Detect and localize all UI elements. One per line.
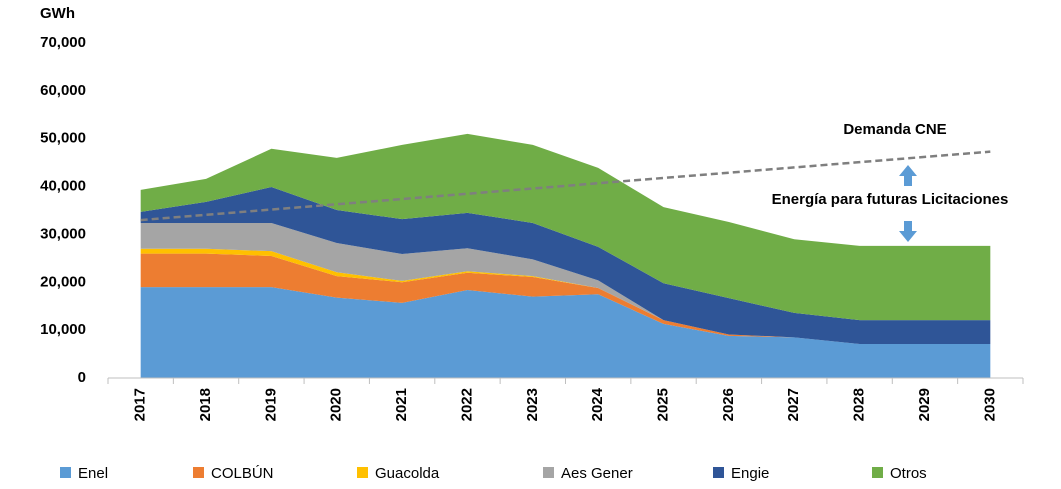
legend-label: COLBÚN: [211, 465, 274, 482]
x-tick-label: 2020: [328, 388, 345, 421]
y-tick-label: 30,000: [40, 225, 86, 242]
x-tick-label: 2030: [981, 388, 998, 421]
area: [140, 133, 991, 321]
legend-swatch: [60, 467, 71, 478]
y-unit: GWh: [40, 5, 75, 22]
legend-label: Enel: [78, 465, 108, 482]
x-tick-label: 2026: [720, 388, 737, 421]
legend-swatch: [872, 467, 883, 478]
x-tick-label: 2018: [197, 388, 214, 421]
x-tick-label: 2017: [132, 388, 149, 421]
x-tick-label: 2019: [262, 388, 279, 421]
area: [140, 187, 991, 345]
demand-line: [140, 150, 991, 222]
y-tick-label: 10,000: [40, 321, 86, 338]
x-tick-label: 2022: [458, 388, 475, 421]
x-tick-label: 2028: [851, 388, 868, 421]
x-tick-label: 2025: [655, 388, 672, 421]
legend-label: Aes Gener: [561, 465, 633, 482]
y-tick-label: 40,000: [40, 178, 86, 195]
legend-label: Guacolda: [375, 465, 440, 482]
x-tick-label: 2023: [524, 388, 541, 421]
legend-label: Engie: [731, 465, 769, 482]
legend-swatch: [543, 467, 554, 478]
x-tick-label: 2024: [589, 387, 606, 421]
legend-swatch: [357, 467, 368, 478]
y-tick-label: 20,000: [40, 273, 86, 290]
annotation: Energía para futuras Licitaciones: [772, 191, 1009, 208]
area: [140, 222, 991, 345]
up-arrow: [899, 165, 917, 186]
x-tick-label: 2021: [393, 388, 410, 421]
x-tick-label: 2027: [785, 388, 802, 421]
y-tick-label: 0: [78, 369, 86, 386]
y-tick-label: 50,000: [40, 130, 86, 147]
y-tick-label: 60,000: [40, 82, 86, 99]
down-arrow: [899, 221, 917, 242]
area: [140, 287, 991, 378]
legend-swatch: [713, 467, 724, 478]
area: [140, 253, 991, 345]
y-tick-label: 70,000: [40, 34, 86, 51]
legend-swatch: [193, 467, 204, 478]
x-tick-label: 2029: [916, 388, 933, 421]
legend-label: Otros: [890, 465, 927, 482]
demand-label: Demanda CNE: [843, 121, 946, 138]
